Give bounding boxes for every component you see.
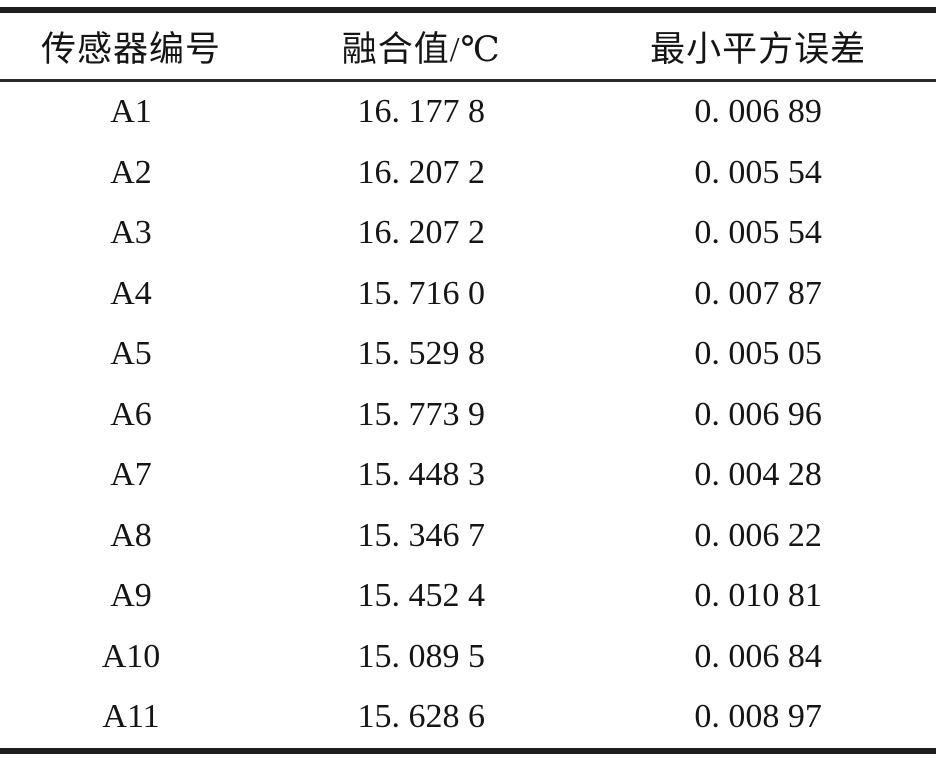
cell-fusion-value: 15. 529 8	[357, 335, 485, 373]
cell-sensor-id: A10	[101, 637, 161, 675]
cell-sensor-id: A3	[110, 214, 152, 252]
cell-sensor-id: A5	[110, 335, 152, 373]
cell-min-square-error: 0. 007 87	[694, 274, 822, 312]
table-row: A11 15. 628 6 0. 008 97	[0, 687, 936, 751]
cell-sensor-id: A9	[110, 577, 152, 615]
table-row: A3 16. 207 2 0. 005 54	[0, 203, 936, 264]
table-row: A1 16. 177 8 0. 006 89	[0, 81, 936, 143]
cell-sensor-id: A7	[110, 456, 152, 494]
column-header-sensor-id: 传感器编号	[0, 10, 263, 82]
cell-min-square-error: 0. 006 84	[694, 637, 822, 675]
cell-sensor-id: A6	[110, 395, 152, 433]
cell-min-square-error: 0. 005 54	[694, 214, 822, 252]
table-row: A2 16. 207 2 0. 005 54	[0, 143, 936, 204]
cell-min-square-error: 0. 006 89	[694, 93, 822, 131]
cell-fusion-value: 15. 452 4	[357, 577, 485, 615]
cell-sensor-id: A1	[110, 93, 152, 131]
sensor-fusion-table: 传感器编号 融合值/℃ 最小平方误差 A1 16. 177 8 0. 006 89 A…	[0, 7, 936, 754]
cell-fusion-value: 15. 716 0	[357, 274, 485, 312]
table-body: A1 16. 177 8 0. 006 89 A2 16. 207 2 0. 005 54…	[0, 81, 936, 751]
table-row: A4 15. 716 0 0. 007 87	[0, 264, 936, 325]
table-row: A6 15. 773 9 0. 006 96	[0, 385, 936, 446]
cell-min-square-error: 0. 008 97	[694, 698, 822, 736]
cell-fusion-value: 15. 628 6	[357, 698, 485, 736]
column-header-min-square-error: 最小平方误差	[580, 10, 936, 82]
cell-min-square-error: 0. 006 96	[694, 395, 822, 433]
cell-min-square-error: 0. 005 54	[694, 153, 822, 191]
cell-sensor-id: A4	[110, 274, 152, 312]
cell-sensor-id: A2	[110, 153, 152, 191]
cell-fusion-value: 16. 177 8	[357, 93, 485, 131]
table-row: A7 15. 448 3 0. 004 28	[0, 445, 936, 506]
column-header-fusion-value: 融合值/℃	[262, 10, 581, 82]
cell-fusion-value: 15. 089 5	[357, 637, 485, 675]
table-header: 传感器编号 融合值/℃ 最小平方误差	[0, 10, 936, 82]
table-row: A5 15. 529 8 0. 005 05	[0, 324, 936, 385]
cell-fusion-value: 15. 773 9	[357, 395, 485, 433]
cell-fusion-value: 16. 207 2	[357, 153, 485, 191]
cell-fusion-value: 15. 448 3	[357, 456, 485, 494]
table-row: A9 15. 452 4 0. 010 81	[0, 566, 936, 627]
cell-min-square-error: 0. 004 28	[694, 456, 822, 494]
cell-sensor-id: A8	[110, 516, 152, 554]
cell-min-square-error: 0. 006 22	[694, 516, 822, 554]
cell-min-square-error: 0. 010 81	[694, 577, 822, 615]
cell-sensor-id: A11	[102, 698, 160, 736]
header-row: 传感器编号 融合值/℃ 最小平方误差	[0, 10, 936, 82]
cell-min-square-error: 0. 005 05	[694, 335, 822, 373]
table-row: A8 15. 346 7 0. 006 22	[0, 506, 936, 567]
table-row: A10 15. 089 5 0. 006 84	[0, 627, 936, 688]
cell-fusion-value: 15. 346 7	[357, 516, 485, 554]
cell-fusion-value: 16. 207 2	[357, 214, 485, 252]
